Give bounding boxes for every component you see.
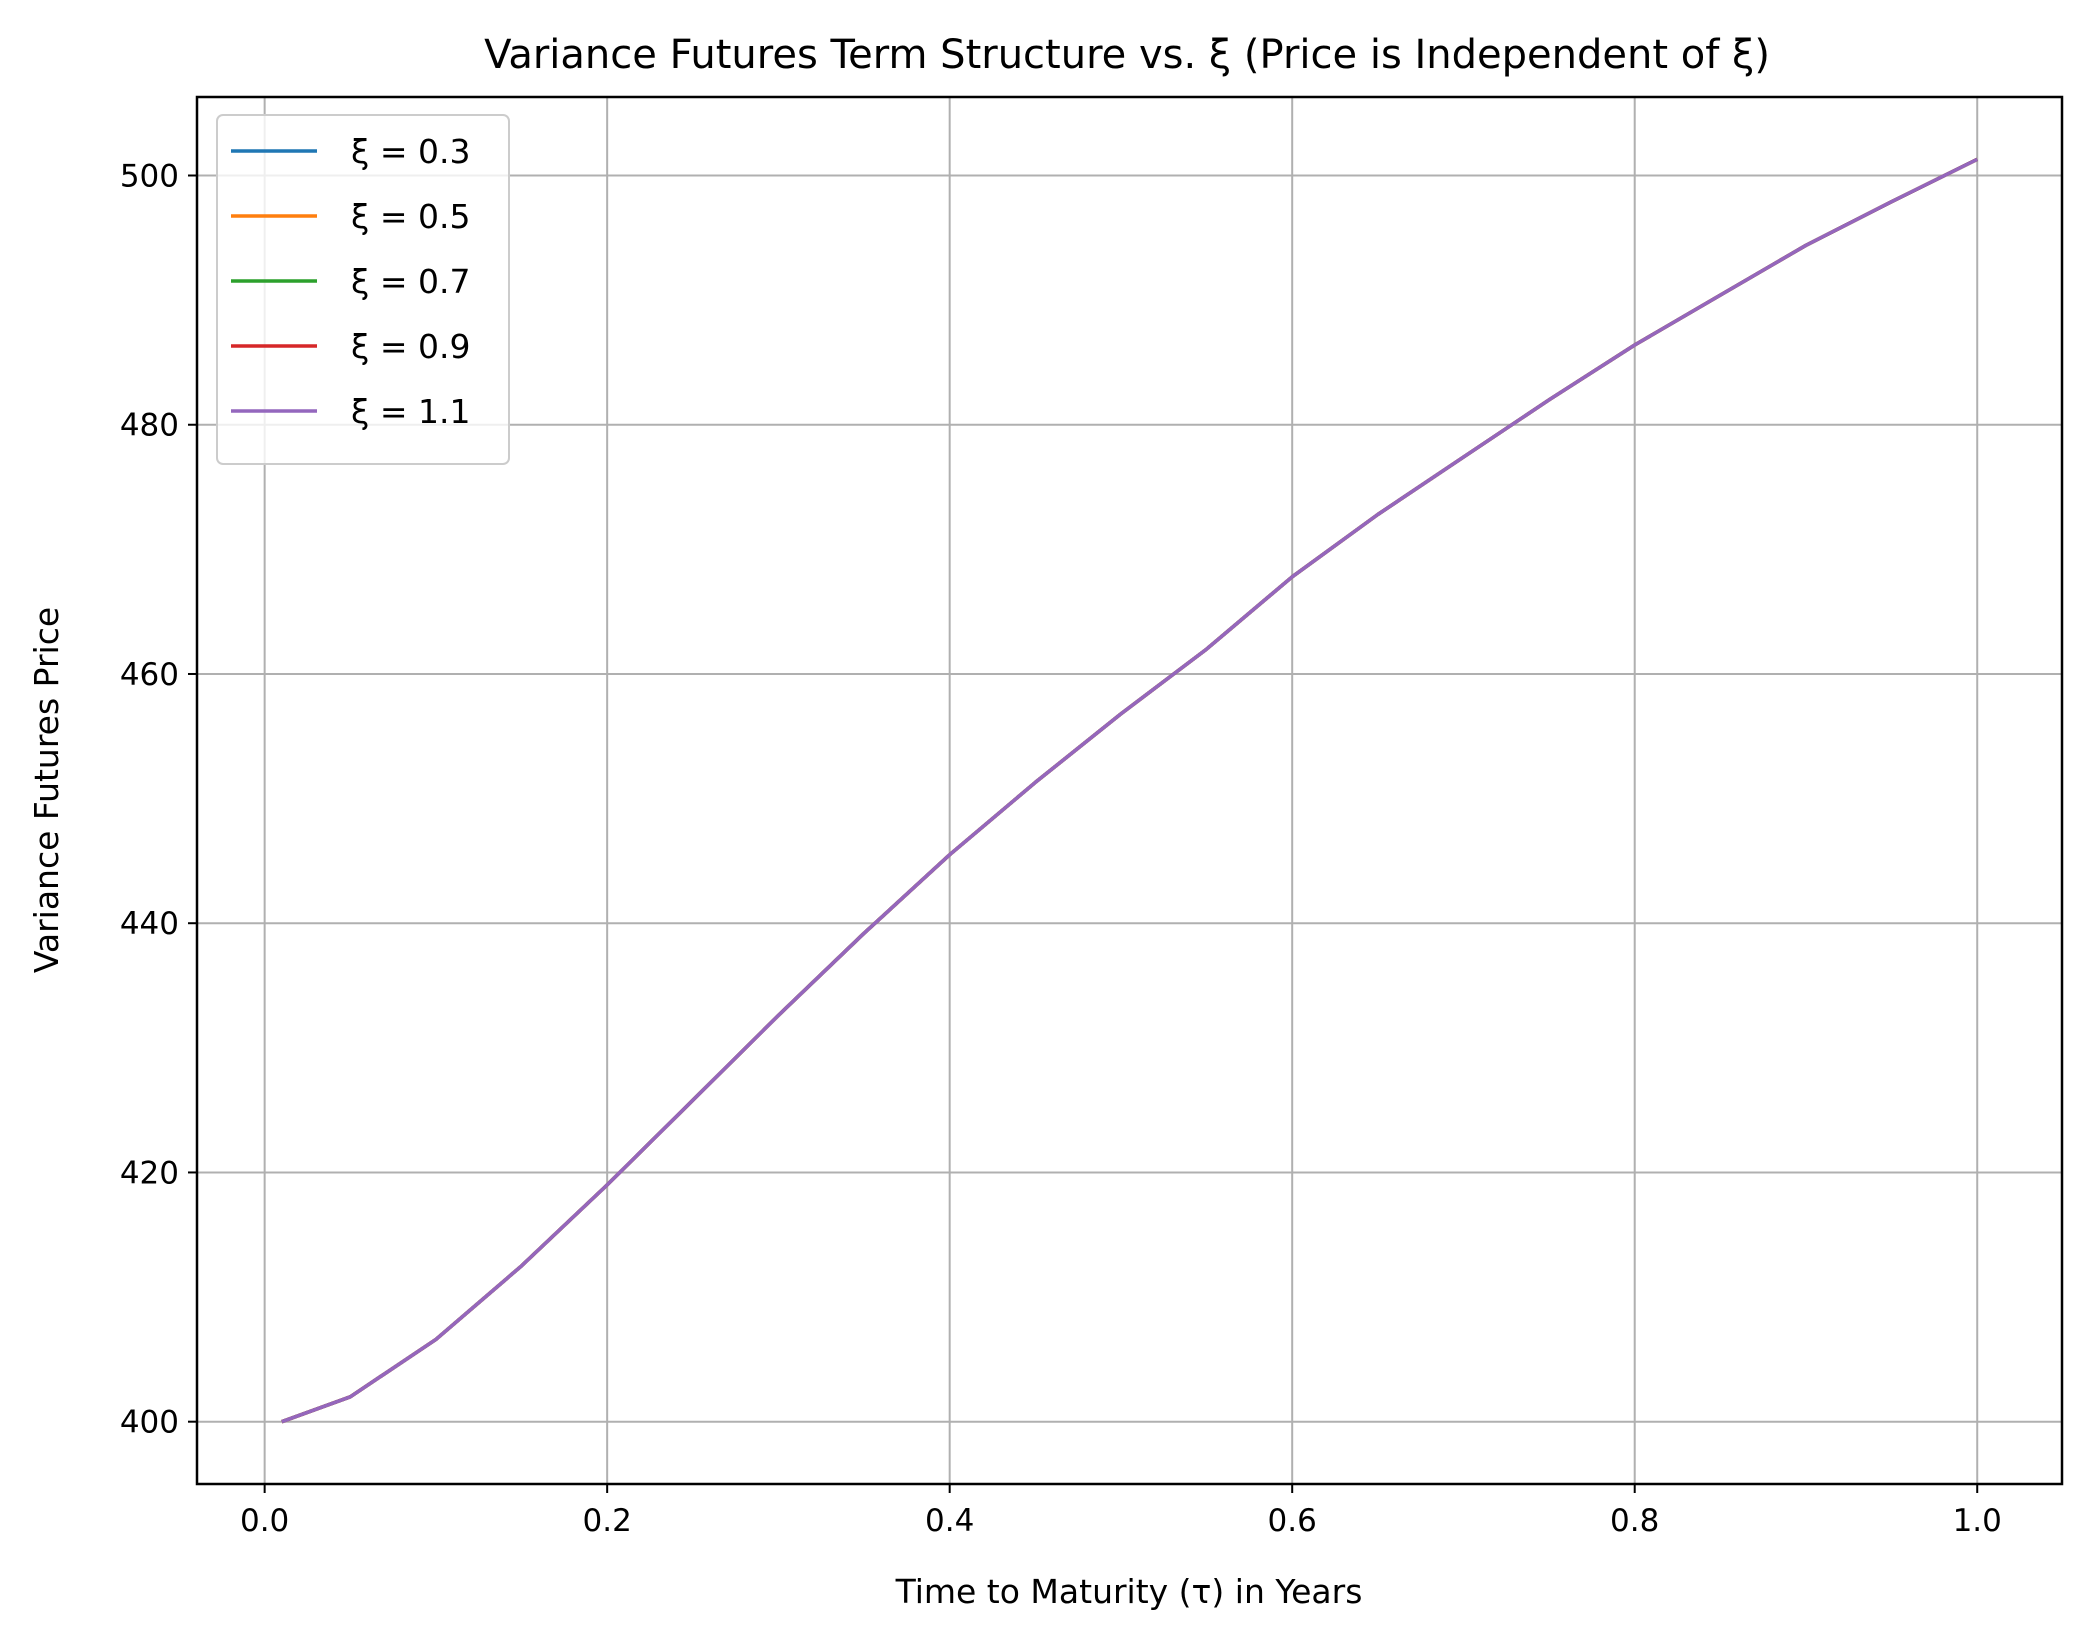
series-lines: [281, 157, 1978, 1424]
x-tick-label: 0.4: [925, 1503, 974, 1539]
legend-label-1: ξ = 0.5: [351, 197, 471, 236]
x-tick-label: 0.2: [583, 1503, 632, 1539]
plot-frame: [195, 95, 2064, 1486]
y-tick-label: 420: [120, 1155, 179, 1191]
y-tick-label: 460: [120, 657, 179, 693]
legend-label-0: ξ = 0.3: [351, 132, 471, 171]
legend: ξ = 0.3 ξ = 0.5 ξ = 0.7 ξ = 0.9 ξ = 1.1: [216, 114, 510, 465]
x-tick-label: 1.0: [1953, 1503, 2002, 1539]
legend-box: [216, 114, 510, 465]
legend-label-3: ξ = 0.9: [351, 327, 471, 366]
y-tick-label: 480: [120, 408, 179, 444]
y-tick-label: 400: [120, 1405, 179, 1441]
chart-title: Variance Futures Term Structure vs. ξ (P…: [484, 32, 1770, 78]
grid: [197, 97, 2062, 1484]
x-axis-label: Time to Maturity (τ) in Years: [895, 1572, 1363, 1611]
x-tick-label: 0.8: [1610, 1503, 1659, 1539]
y-axis-label: Variance Futures Price: [27, 607, 66, 973]
x-tick-label: 0.6: [1268, 1503, 1317, 1539]
series-line-4: [281, 157, 1978, 1424]
y-tick-label: 500: [120, 159, 179, 195]
x-tick-label: 0.0: [240, 1503, 289, 1539]
legend-label-2: ξ = 0.7: [351, 262, 471, 301]
axis-ticks: 0.0 0.2 0.4 0.6 0.8 1.0 400 420 440 460 480 500: [120, 159, 2002, 1539]
legend-label-4: ξ = 1.1: [351, 392, 471, 431]
y-tick-label: 440: [120, 906, 179, 942]
